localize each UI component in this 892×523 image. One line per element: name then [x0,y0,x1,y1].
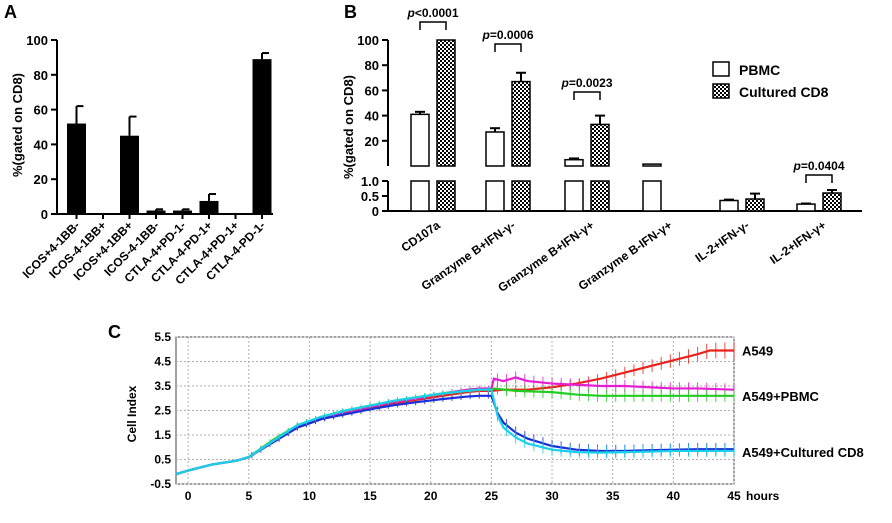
panel-b-p-value: p=0.0006 [481,28,533,42]
panel-a-bar [252,59,272,214]
panel-c-xtick-label: 30 [545,489,559,503]
panel-c-xtick-label: 25 [485,489,499,503]
panel-b-bar-cultured-cd8 [436,39,456,167]
panel-b-category-label: IL-2+IFN-γ+ [767,218,829,267]
panel-b-bar-pbmc [642,180,662,212]
panel-c-ytick-label: 2.5 [154,404,171,418]
panel-c-ylabel: Cell Index [125,385,139,442]
panel-b-ytick-label: 0 [372,204,379,219]
panel-b-legend-label: Cultured CD8 [739,84,829,100]
panel-b-ytick-label: 80 [365,58,379,73]
panel-a-bar [67,123,86,214]
panel-c-xtick-label: 10 [303,489,317,503]
panel-c-series-label: A549+PBMC [742,389,820,404]
panel-b-bar-pbmc [642,163,662,167]
panel-b-bar-pbmc [564,180,584,212]
panel-a-ytick-label: 20 [34,172,48,187]
panel-c-ytick-label: 0.5 [154,453,171,467]
panel-a-bar [93,213,113,214]
panel-a-ytick-label: 0 [41,207,48,222]
panel-a-bar [120,135,139,214]
panel-a-ytick-label: 100 [26,33,48,48]
panel-b-bar-cultured-cd8 [590,123,610,167]
panel-b-ytick-label: 60 [365,83,379,98]
panel-a-plot: 020406080100ICOS+4-1BB-ICOS-4-1BB+ICOS+4… [20,33,273,288]
panel-c-ytick-label: 4.5 [154,355,171,369]
panel-b-legend-swatch [712,83,730,99]
panel-a-ylabel: %(gated on CD8) [10,73,25,177]
panel-b-significance-bracket [494,43,522,52]
panel-b-category-label: IL-2+IFN-γ- [693,218,752,265]
panel-label-c: C [108,322,121,342]
panel-c-xlabel: hours [746,489,780,503]
panel-b-ytick-label: 20 [365,134,379,149]
panel-b-bar-cultured-cd8 [436,180,456,212]
panel-b-bar-pbmc [410,113,430,167]
panel-c-ytick-label: 1.5 [154,428,171,442]
panel-b-legend-label: PBMC [739,62,780,78]
panel-b-ytick-label: 100 [357,33,379,48]
panel-b-bar-pbmc [564,158,584,167]
panel-c-plot-area [175,336,735,485]
panel-b-ytick-label: 40 [365,109,379,124]
panel-b-significance-bracket [573,91,601,100]
panel-b-significance-bracket [419,21,447,30]
panel-b-ylabel: %(gated on CD8) [341,75,356,179]
panel-b-significance-bracket [805,174,833,183]
panel-c-xtick-label: 5 [245,489,252,503]
panel-c-xtick-label: 0 [185,489,192,503]
panel-b-bar-cultured-cd8 [590,180,610,212]
panel-a-bar [199,200,219,214]
panel-c-xtick-label: 35 [606,489,620,503]
panel-c-xtick-label: 15 [363,489,377,503]
panel-c-ytick-label: -0.5 [150,477,171,491]
panel-c-xtick-label: 45 [727,489,741,503]
panel-a-bar [173,210,192,214]
panel-c-ytick-label: 5.5 [154,330,171,344]
panel-b-bar-cultured-cd8 [745,198,765,212]
panel-label-a: A [4,2,17,22]
panel-b-p-value: p<0.0001 [406,6,458,20]
panel-c-xtick-label: 20 [424,489,438,503]
panel-b-bar-pbmc [719,199,739,212]
panel-b-ytick-label: 0.5 [361,189,379,204]
panel-b-ytick-label: 1.0 [361,174,379,189]
panel-c-xtick-label: 40 [667,489,681,503]
panel-c-series-label: A549+Cultured CD8 [742,445,864,460]
panel-b-bar-pbmc [410,180,430,212]
panel-c-series-line [175,388,734,476]
panel-b-bar-pbmc [485,180,505,212]
panel-b-bar-cultured-cd8 [822,192,842,212]
panel-a-bar [226,213,245,214]
panel-a-bar [146,210,166,214]
panel-b-p-value: p=0.0404 [792,159,844,173]
panel-a-ytick-label: 80 [34,68,48,83]
panel-b-bar-cultured-cd8 [511,180,531,212]
panel-b-bar-pbmc [796,203,816,212]
panel-label-b: B [344,2,357,22]
panel-b-p-value: p=0.0023 [560,76,612,90]
panel-b-bar-cultured-cd8 [511,80,531,167]
panel-b-bar-pbmc [485,131,505,167]
panel-c-ytick-label: 3.5 [154,379,171,393]
panel-a-ytick-label: 40 [34,137,48,152]
panel-c-series-label: A549 [742,343,773,358]
panel-c-plot: 0 5 10 15 20 25 30 35 40 45 -0.5 0.5 1.5 2.5 3.5 4.5 5.5… [150,330,863,503]
panel-b-category-label: CD107a [399,218,443,255]
panel-b-legend-swatch [712,61,730,77]
panel-a-ytick-label: 60 [34,103,48,118]
